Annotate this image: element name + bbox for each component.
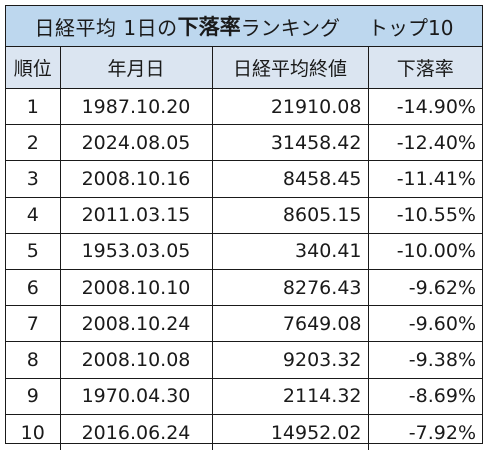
- drop-rate-cell: -9.38%: [368, 341, 482, 379]
- ranking-table-frame: 日経平均 1日の 下落率 ランキング トップ10 順位 年月日 日経平均終値 下落率 …: [5, 5, 483, 451]
- drop-rate-cell: -12.40%: [368, 124, 482, 162]
- header-drop-rate: 下落率: [368, 47, 482, 89]
- table-row: 9 1970.04.30 2114.32 -8.69%: [6, 378, 482, 415]
- close-cell: 9203.32: [212, 341, 369, 379]
- drop-rate-cell: -9.60%: [368, 305, 482, 343]
- date-cell: 1953.03.05: [60, 233, 213, 270]
- close-cell: 14952.02: [212, 414, 369, 451]
- drop-rate-cell: -9.62%: [368, 269, 482, 307]
- header-rank: 順位: [6, 47, 61, 89]
- header-close: 日経平均終値: [212, 47, 369, 89]
- date-cell: 2008.10.24: [60, 305, 213, 343]
- drop-rate-cell: -7.92%: [408, 421, 476, 444]
- table-row: 4 2011.03.15 8605.15 -10.55%: [6, 197, 482, 234]
- ranking-table: 順位 年月日 日経平均終値 下落率 1 1987.10.20 21910.08 -14…: [6, 47, 482, 451]
- table-title: 日経平均 1日の 下落率 ランキング トップ10: [6, 6, 482, 47]
- close-cell: 8605.15: [212, 197, 369, 234]
- drop-rate-cell: -10.55%: [368, 197, 482, 234]
- date-cell: 2008.10.10: [60, 269, 213, 307]
- date-cell: 2008.10.08: [60, 341, 213, 379]
- table-row: 2 2024.08.05 31458.42 -12.40%: [6, 124, 482, 162]
- close-cell: 8458.45: [212, 160, 369, 198]
- drop-rate-cell: -11.41%: [368, 160, 482, 198]
- rank-cell: 8: [6, 341, 61, 379]
- header-row: 順位 年月日 日経平均終値 下落率: [6, 47, 482, 89]
- rank-cell: 4: [6, 197, 61, 234]
- date-cell: 2008.10.16: [60, 160, 213, 198]
- close-cell: 2114.32: [212, 378, 369, 415]
- title-ranking: ランキング: [240, 15, 341, 40]
- table-row: 5 1953.03.05 340.41 -10.00%: [6, 233, 482, 270]
- table-row: 1 1987.10.20 21910.08 -14.90%: [6, 88, 482, 126]
- drop-rate-cell: -8.69%: [368, 378, 482, 415]
- close-cell: 340.41: [212, 233, 369, 270]
- rank-cell: 9: [6, 378, 61, 415]
- table-row: 6 2008.10.10 8276.43 -9.62%: [6, 269, 482, 307]
- table-row: 8 2008.10.08 9203.32 -9.38%: [6, 341, 482, 379]
- title-emphasis: 下落率: [177, 15, 241, 39]
- table-row: 10 2016.06.24 14952.02 -7.92%: [6, 414, 482, 451]
- drop-rate-cell: -14.90%: [368, 88, 482, 126]
- date-cell: 2024.08.05: [60, 124, 213, 162]
- title-prefix: 日経平均 1日の: [34, 15, 178, 40]
- rank-cell: 6: [6, 269, 61, 307]
- close-cell: 31458.42: [212, 124, 369, 162]
- table-row: 7 2008.10.24 7649.08 -9.60%: [6, 305, 482, 343]
- drop-rate-cell: -10.00%: [368, 233, 482, 270]
- rank-cell: 2: [6, 124, 61, 162]
- title-suffix: トップ10: [368, 15, 454, 40]
- date-cell: 1970.04.30: [60, 378, 213, 415]
- rank-cell: 7: [6, 305, 61, 343]
- header-date: 年月日: [60, 47, 213, 89]
- rank-cell: 5: [6, 233, 61, 270]
- rank-cell: 3: [6, 160, 61, 198]
- date-cell: 2016.06.24: [60, 414, 213, 451]
- table-row: 3 2008.10.16 8458.45 -11.41%: [6, 160, 482, 198]
- close-cell: 8276.43: [212, 269, 369, 307]
- date-cell: 1987.10.20: [60, 88, 213, 126]
- close-cell: 7649.08: [212, 305, 369, 343]
- date-cell: 2011.03.15: [60, 197, 213, 234]
- rank-cell: 1: [6, 88, 61, 126]
- rank-cell: 10: [6, 414, 61, 451]
- close-cell: 21910.08: [212, 88, 369, 126]
